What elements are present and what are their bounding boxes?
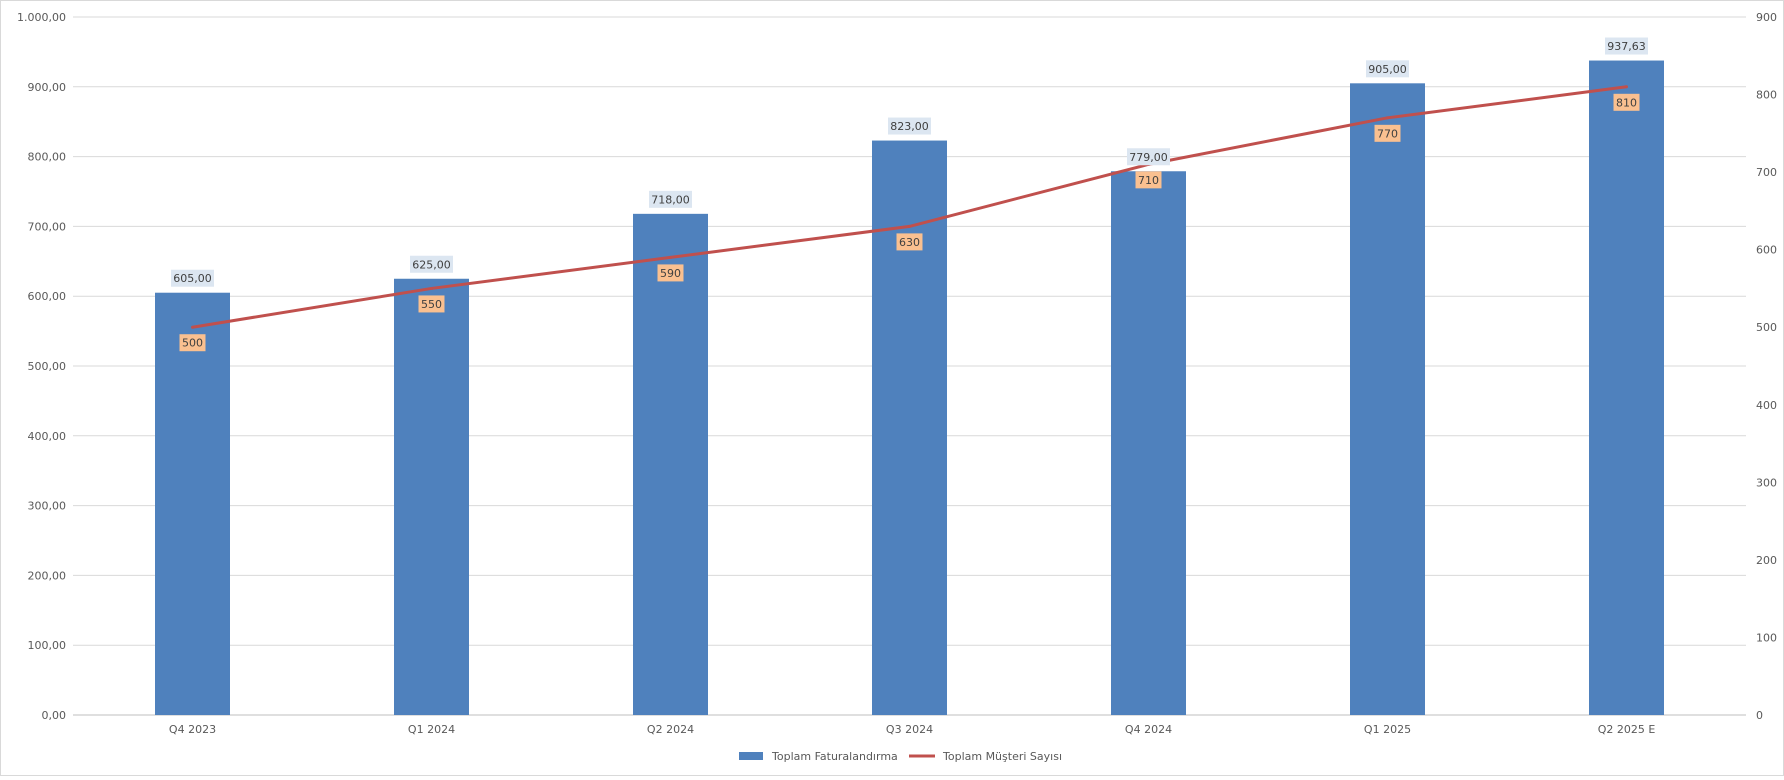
bar-label-bg [1366,60,1409,78]
bar-data-label: 625,00 [412,258,451,271]
right-tick-label: 600 [1756,244,1777,257]
bar-data-label: 605,00 [173,272,212,285]
right-tick-label: 700 [1756,166,1777,179]
line-data-label: 770 [1377,127,1398,140]
bar-label-bg [649,190,692,208]
line-point [1625,85,1628,89]
category-label: Q1 2025 [1364,723,1411,736]
bar-label-bg [171,269,214,287]
right-tick-label: 900 [1756,11,1777,24]
right-tick-label: 100 [1756,631,1777,644]
left-tick-label: 300,00 [28,500,67,513]
bar-label-bg [1127,148,1170,166]
line-point [191,325,194,329]
right-tick-label: 300 [1756,476,1777,489]
line-data-label: 710 [1138,174,1159,187]
right-tick-label: 500 [1756,321,1777,334]
bar-data-label: 905,00 [1368,63,1407,76]
category-label: Q2 2025 E [1598,723,1656,736]
left-tick-label: 500,00 [28,360,67,373]
category-axis: Q4 2023 Q1 2024 Q2 2024 Q3 2024 Q4 2024 Q1 20… [169,723,1655,736]
category-label: Q4 2023 [169,723,216,736]
bar [1350,83,1425,715]
line-label-bg [1374,124,1401,142]
legend-swatch-bar [739,752,763,760]
legend: Toplam Faturalandırma Toplam Müşteri Say… [739,750,1062,763]
left-tick-label: 0,00 [42,709,67,722]
bar-label-bg [888,117,931,135]
bar-data-label: 823,00 [890,120,929,133]
left-tick-label: 200,00 [28,569,67,582]
line-data-label: 630 [899,236,920,249]
line-data-label: 590 [660,267,681,280]
bar-data-labels: 605,00 625,00 718,00 823,00 779,00 905,00 937,… [171,37,1648,287]
line-point [908,224,911,228]
legend-item-bar: Toplam Faturalandırma [739,750,898,763]
bar-series [155,60,1664,716]
right-tick-label: 400 [1756,399,1777,412]
line-label-bg [1613,93,1640,111]
legend-label-bar: Toplam Faturalandırma [771,750,898,763]
line-point [1386,116,1389,120]
left-tick-label: 700,00 [28,220,67,233]
left-tick-label: 100,00 [28,639,67,652]
left-y-axis: 0,00 100,00 200,00 300,00 400,00 500,00 600,00… [17,11,66,722]
right-tick-label: 0 [1756,709,1763,722]
bar [633,213,708,715]
line-data-label: 550 [421,298,442,311]
bar [1589,60,1664,716]
category-label: Q2 2024 [647,723,694,736]
category-label: Q4 2024 [1125,723,1172,736]
line-data-label: 810 [1616,96,1637,109]
bar [394,278,469,715]
line-label-bg [418,295,445,313]
right-tick-label: 200 [1756,554,1777,567]
bar [155,292,230,715]
right-tick-label: 800 [1756,89,1777,102]
line-point [669,255,672,259]
left-tick-label: 400,00 [28,430,67,443]
left-tick-label: 900,00 [28,81,67,94]
line-data-labels: 500 550 590 630 710 770 810 [179,93,1640,352]
left-tick-label: 600,00 [28,290,67,303]
line-data-label: 500 [182,337,203,350]
line-label-bg [896,233,923,251]
left-tick-label: 1.000,00 [17,11,66,24]
line-point [430,286,433,290]
legend-label-line: Toplam Müşteri Sayısı [942,750,1062,763]
bar-label-bg [1605,37,1648,55]
bar-data-label: 718,00 [651,193,690,206]
bar-data-label: 779,00 [1129,151,1168,164]
bar-label-bg [410,255,453,273]
line-label-bg [657,264,684,282]
right-y-axis: 0 100 200 300 400 500 600 700 800 900 [1756,11,1777,722]
category-label: Q3 2024 [886,723,933,736]
bar [1111,171,1186,715]
line-label-bg [1135,171,1162,189]
left-tick-label: 800,00 [28,151,67,164]
line-label-bg [179,334,206,352]
legend-item-line: Toplam Müşteri Sayısı [909,750,1062,763]
bar-data-label: 937,63 [1607,40,1646,53]
category-label: Q1 2024 [408,723,455,736]
